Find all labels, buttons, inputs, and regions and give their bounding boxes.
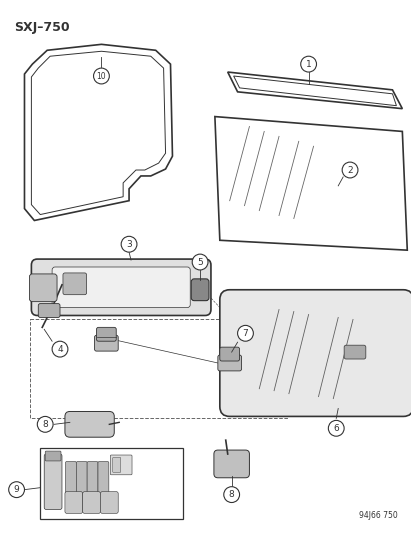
Circle shape (9, 482, 24, 498)
Text: 6: 6 (332, 424, 338, 433)
Text: 8: 8 (42, 420, 48, 429)
FancyBboxPatch shape (98, 462, 109, 494)
Circle shape (37, 416, 53, 432)
FancyBboxPatch shape (219, 290, 412, 416)
Bar (30, 319, 286, 418)
FancyBboxPatch shape (94, 335, 118, 351)
Circle shape (52, 341, 68, 357)
FancyBboxPatch shape (191, 279, 209, 301)
Text: 8: 8 (228, 490, 234, 499)
Circle shape (341, 162, 357, 178)
FancyBboxPatch shape (29, 274, 57, 302)
Text: 2: 2 (347, 166, 352, 174)
FancyBboxPatch shape (83, 491, 100, 513)
FancyBboxPatch shape (214, 450, 249, 478)
FancyBboxPatch shape (96, 327, 116, 341)
FancyBboxPatch shape (219, 347, 239, 361)
Text: SXJ–750: SXJ–750 (14, 21, 70, 34)
FancyBboxPatch shape (87, 462, 98, 494)
Text: 1: 1 (305, 60, 311, 69)
Text: 4: 4 (57, 345, 63, 353)
FancyBboxPatch shape (38, 304, 60, 318)
FancyBboxPatch shape (63, 273, 86, 295)
Circle shape (237, 325, 253, 341)
Text: 94J66 750: 94J66 750 (358, 511, 396, 520)
FancyBboxPatch shape (65, 491, 83, 513)
Text: 10: 10 (96, 71, 106, 80)
FancyBboxPatch shape (217, 355, 241, 371)
Text: 5: 5 (197, 257, 202, 266)
Circle shape (328, 421, 343, 436)
Text: 7: 7 (242, 329, 248, 338)
FancyBboxPatch shape (343, 345, 365, 359)
FancyBboxPatch shape (100, 491, 118, 513)
Circle shape (223, 487, 239, 503)
FancyBboxPatch shape (65, 462, 76, 494)
Bar (40, 448, 183, 519)
Circle shape (121, 236, 137, 252)
Circle shape (300, 56, 316, 72)
FancyBboxPatch shape (31, 259, 211, 316)
Circle shape (93, 68, 109, 84)
FancyBboxPatch shape (44, 454, 62, 510)
FancyBboxPatch shape (112, 457, 120, 472)
FancyBboxPatch shape (76, 462, 87, 494)
Text: 9: 9 (14, 485, 19, 494)
Text: 3: 3 (126, 240, 132, 249)
FancyBboxPatch shape (52, 267, 190, 308)
FancyBboxPatch shape (45, 451, 61, 461)
FancyBboxPatch shape (110, 455, 132, 475)
FancyBboxPatch shape (65, 411, 114, 437)
Circle shape (192, 254, 207, 270)
